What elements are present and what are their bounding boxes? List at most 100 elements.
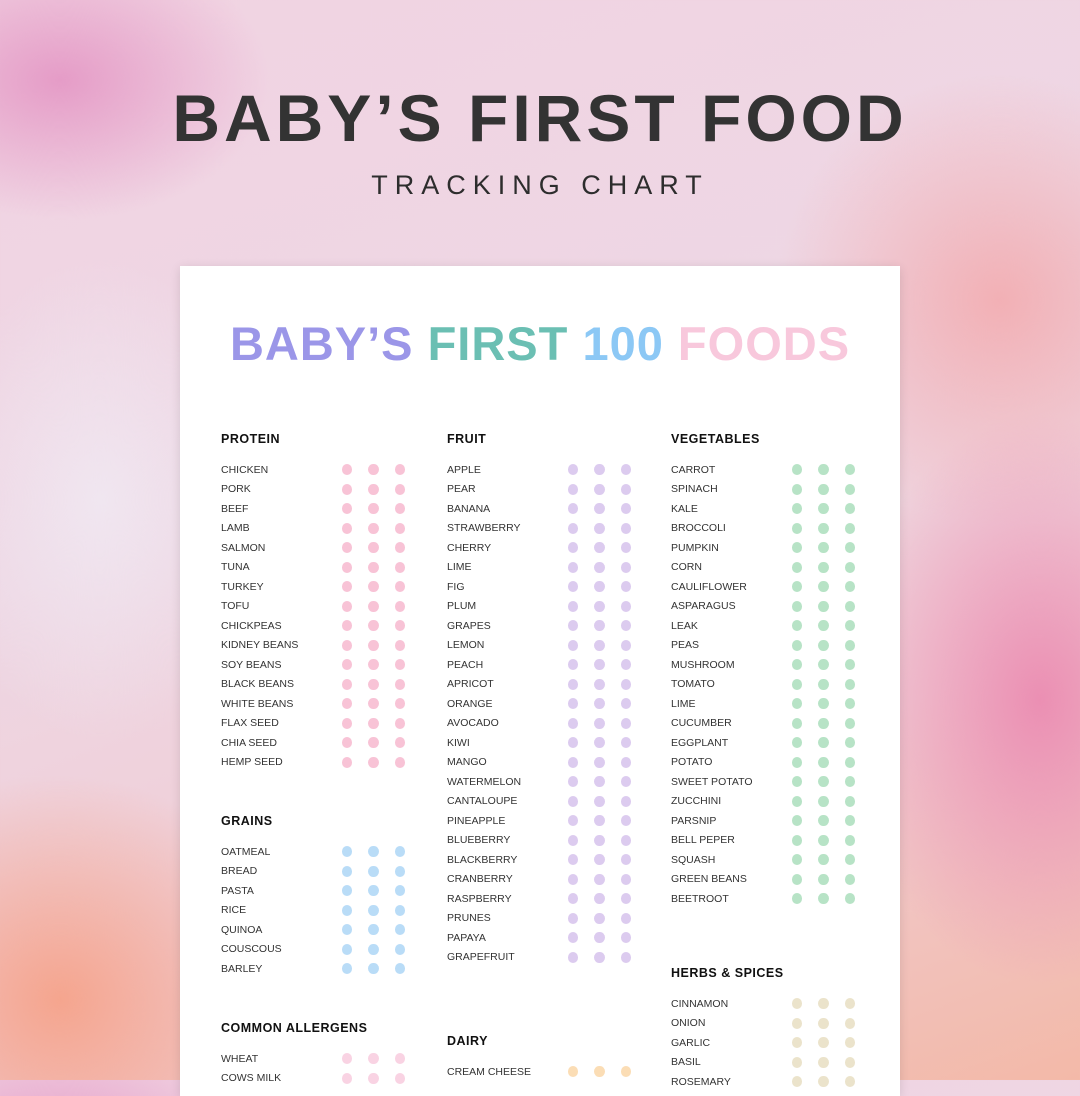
tracking-dot[interactable] — [818, 600, 829, 612]
tracking-dot[interactable] — [620, 873, 632, 885]
tracking-dot[interactable] — [594, 776, 605, 788]
tracking-dot[interactable] — [394, 678, 406, 690]
tracking-dot[interactable] — [594, 873, 605, 885]
tracking-dot[interactable] — [594, 522, 605, 534]
tracking-dot[interactable] — [791, 542, 803, 554]
tracking-dot[interactable] — [791, 1076, 803, 1088]
tracking-dot[interactable] — [368, 904, 379, 916]
tracking-dot[interactable] — [341, 963, 353, 975]
tracking-dot[interactable] — [620, 815, 632, 827]
tracking-dot[interactable] — [394, 963, 406, 975]
tracking-dot[interactable] — [341, 639, 353, 651]
tracking-dot[interactable] — [341, 1053, 353, 1065]
tracking-dot[interactable] — [791, 1017, 803, 1029]
tracking-dot[interactable] — [341, 561, 353, 573]
tracking-dot[interactable] — [368, 865, 379, 877]
tracking-dot[interactable] — [844, 717, 856, 729]
tracking-dot[interactable] — [844, 522, 856, 534]
tracking-dot[interactable] — [567, 756, 579, 768]
tracking-dot[interactable] — [341, 756, 353, 768]
tracking-dot[interactable] — [791, 620, 803, 632]
tracking-dot[interactable] — [818, 522, 829, 534]
tracking-dot[interactable] — [818, 717, 829, 729]
tracking-dot[interactable] — [844, 834, 856, 846]
tracking-dot[interactable] — [844, 998, 856, 1010]
tracking-dot[interactable] — [368, 846, 379, 858]
tracking-dot[interactable] — [594, 620, 605, 632]
tracking-dot[interactable] — [791, 639, 803, 651]
tracking-dot[interactable] — [567, 464, 579, 476]
tracking-dot[interactable] — [567, 522, 579, 534]
tracking-dot[interactable] — [368, 522, 379, 534]
tracking-dot[interactable] — [341, 678, 353, 690]
tracking-dot[interactable] — [594, 542, 605, 554]
tracking-dot[interactable] — [594, 1066, 605, 1078]
tracking-dot[interactable] — [341, 846, 353, 858]
tracking-dot[interactable] — [341, 904, 353, 916]
tracking-dot[interactable] — [567, 795, 579, 807]
tracking-dot[interactable] — [844, 639, 856, 651]
tracking-dot[interactable] — [594, 756, 605, 768]
tracking-dot[interactable] — [844, 581, 856, 593]
tracking-dot[interactable] — [394, 1053, 406, 1065]
tracking-dot[interactable] — [567, 639, 579, 651]
tracking-dot[interactable] — [594, 503, 605, 515]
tracking-dot[interactable] — [594, 581, 605, 593]
tracking-dot[interactable] — [791, 522, 803, 534]
tracking-dot[interactable] — [368, 464, 379, 476]
tracking-dot[interactable] — [567, 932, 579, 944]
tracking-dot[interactable] — [567, 483, 579, 495]
tracking-dot[interactable] — [620, 483, 632, 495]
tracking-dot[interactable] — [844, 776, 856, 788]
tracking-dot[interactable] — [368, 581, 379, 593]
tracking-dot[interactable] — [791, 483, 803, 495]
tracking-dot[interactable] — [341, 737, 353, 749]
tracking-dot[interactable] — [844, 815, 856, 827]
tracking-dot[interactable] — [620, 756, 632, 768]
tracking-dot[interactable] — [341, 924, 353, 936]
tracking-dot[interactable] — [791, 756, 803, 768]
tracking-dot[interactable] — [341, 717, 353, 729]
tracking-dot[interactable] — [567, 678, 579, 690]
tracking-dot[interactable] — [567, 561, 579, 573]
tracking-dot[interactable] — [818, 737, 829, 749]
tracking-dot[interactable] — [818, 873, 829, 885]
tracking-dot[interactable] — [594, 698, 605, 710]
tracking-dot[interactable] — [567, 1066, 579, 1078]
tracking-dot[interactable] — [818, 659, 829, 671]
tracking-dot[interactable] — [341, 659, 353, 671]
tracking-dot[interactable] — [341, 483, 353, 495]
tracking-dot[interactable] — [620, 932, 632, 944]
tracking-dot[interactable] — [567, 951, 579, 963]
tracking-dot[interactable] — [368, 1072, 379, 1084]
tracking-dot[interactable] — [394, 639, 406, 651]
tracking-dot[interactable] — [394, 717, 406, 729]
tracking-dot[interactable] — [818, 756, 829, 768]
tracking-dot[interactable] — [818, 678, 829, 690]
tracking-dot[interactable] — [567, 717, 579, 729]
tracking-dot[interactable] — [394, 756, 406, 768]
tracking-dot[interactable] — [844, 620, 856, 632]
tracking-dot[interactable] — [818, 815, 829, 827]
tracking-dot[interactable] — [394, 885, 406, 897]
tracking-dot[interactable] — [791, 698, 803, 710]
tracking-dot[interactable] — [368, 963, 379, 975]
tracking-dot[interactable] — [844, 542, 856, 554]
tracking-dot[interactable] — [844, 503, 856, 515]
tracking-dot[interactable] — [620, 912, 632, 924]
tracking-dot[interactable] — [844, 678, 856, 690]
tracking-dot[interactable] — [818, 581, 829, 593]
tracking-dot[interactable] — [620, 776, 632, 788]
tracking-dot[interactable] — [818, 503, 829, 515]
tracking-dot[interactable] — [791, 717, 803, 729]
tracking-dot[interactable] — [818, 776, 829, 788]
tracking-dot[interactable] — [341, 865, 353, 877]
tracking-dot[interactable] — [844, 737, 856, 749]
tracking-dot[interactable] — [368, 924, 379, 936]
tracking-dot[interactable] — [844, 873, 856, 885]
tracking-dot[interactable] — [341, 542, 353, 554]
tracking-dot[interactable] — [394, 522, 406, 534]
tracking-dot[interactable] — [818, 893, 829, 905]
tracking-dot[interactable] — [791, 776, 803, 788]
tracking-dot[interactable] — [791, 737, 803, 749]
